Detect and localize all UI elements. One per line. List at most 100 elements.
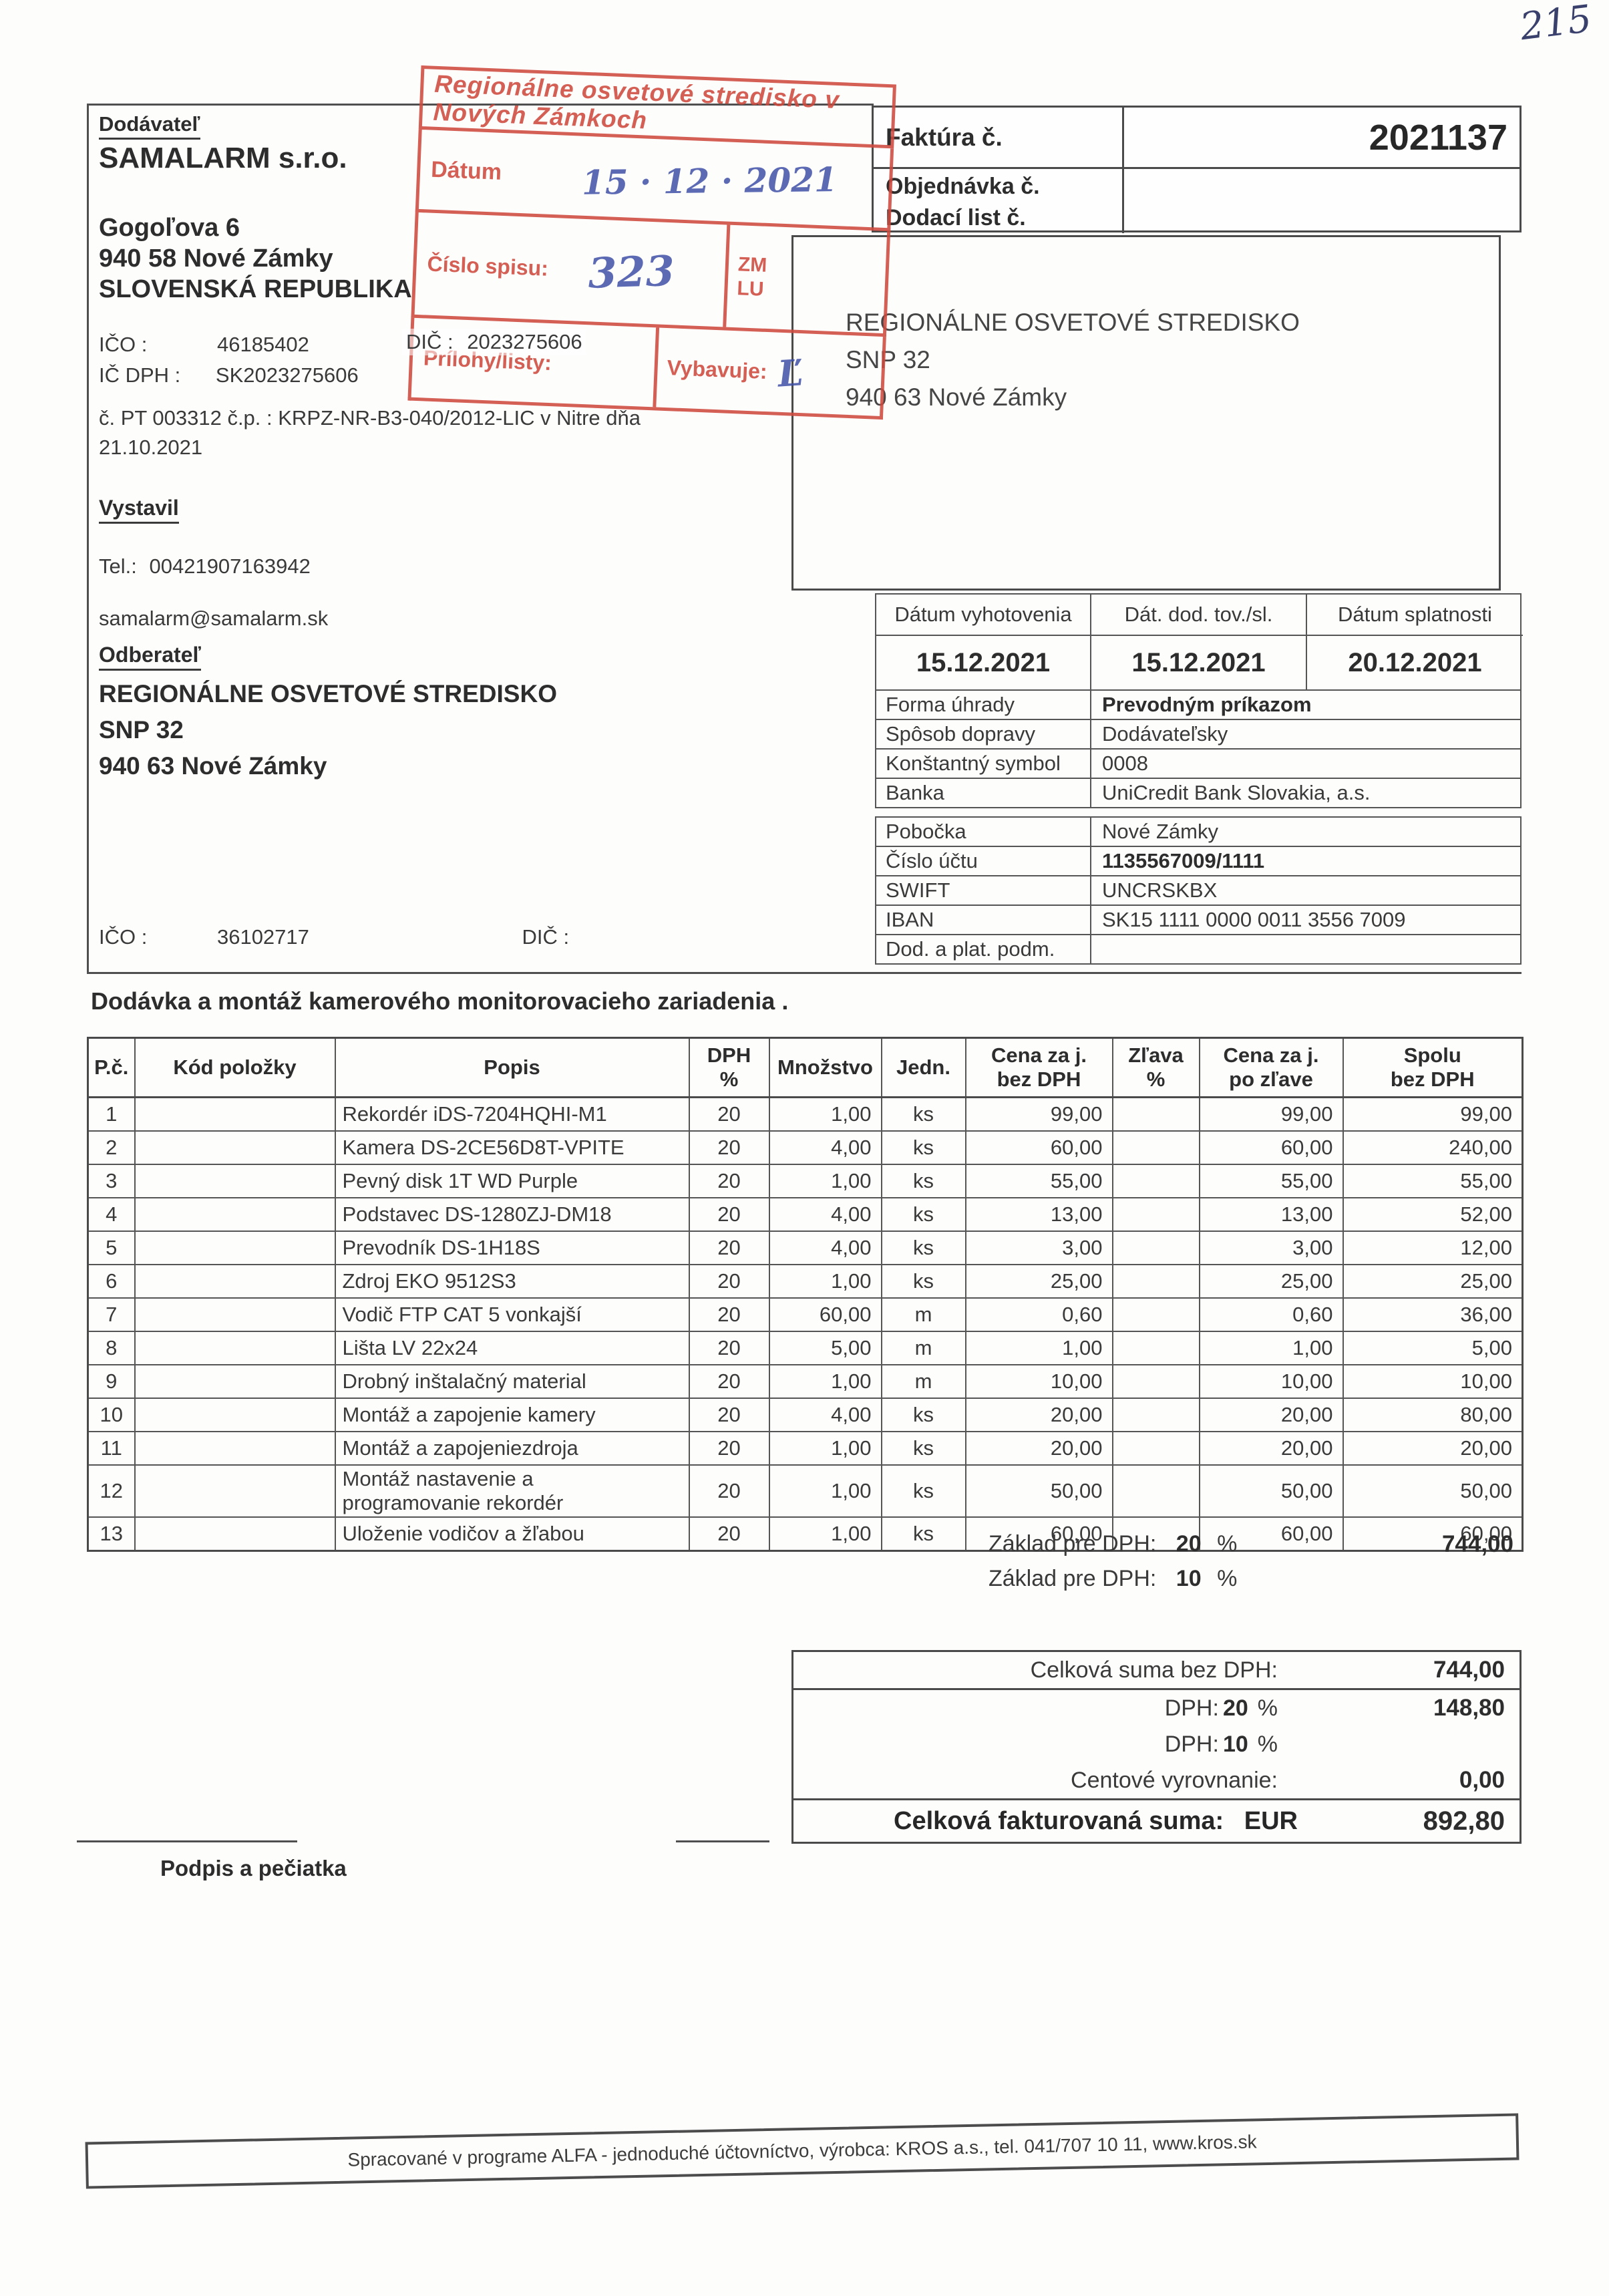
- item-unit-cell: m: [880, 1364, 966, 1399]
- item-number-cell: 1: [87, 1096, 136, 1132]
- item-vat-cell: 20: [688, 1231, 770, 1265]
- vat-20-rate: 20: [1222, 1695, 1248, 1721]
- item-unit-price-cell: 1,00: [964, 1331, 1113, 1365]
- item-unit-cell: ks: [880, 1096, 966, 1132]
- invoice-number-value: 2021137: [1124, 108, 1519, 169]
- item-number-cell: 5: [87, 1231, 136, 1265]
- item-description-cell: Podstavec DS-1280ZJ-DM18: [334, 1197, 690, 1232]
- recipient-street: SNP 32: [846, 346, 930, 373]
- payment-label: Banka: [876, 779, 1091, 807]
- stamp-code-line2: LU: [736, 277, 765, 301]
- item-discount-cell: [1111, 1231, 1200, 1265]
- item-unit-price-cell: 13,00: [964, 1197, 1113, 1232]
- item-vat-cell: 20: [688, 1264, 770, 1299]
- item-discount-cell: [1111, 1431, 1200, 1466]
- handwritten-page-number: 215: [1517, 0, 1594, 49]
- item-code-cell: [134, 1231, 336, 1265]
- item-code-cell: [134, 1264, 336, 1299]
- order-number-value: [1124, 169, 1519, 201]
- item-unit-price-cell: 20,00: [964, 1431, 1113, 1466]
- item-vat-cell: 20: [688, 1398, 770, 1432]
- item-vat-cell: 20: [688, 1364, 770, 1399]
- item-unit-price-cell: 25,00: [964, 1264, 1113, 1299]
- item-unit-price-cell: 99,00: [964, 1096, 1113, 1132]
- payment-row: Číslo účtu 1135567009/1111: [876, 847, 1520, 876]
- item-discount-cell: [1111, 1297, 1200, 1332]
- totals-box: Celková suma bez DPH: 744,00 DPH: 20% 148…: [791, 1650, 1522, 1844]
- item-code-cell: [134, 1096, 336, 1132]
- header-top-rule: [87, 104, 874, 106]
- customer-city: 940 63 Nové Zámky: [99, 752, 327, 780]
- item-total-cell: 36,00: [1342, 1297, 1524, 1332]
- item-unit-price-cell: 10,00: [964, 1364, 1113, 1399]
- item-total-cell: 20,00: [1342, 1431, 1524, 1466]
- column-header: Cena za j. bez DPH: [964, 1037, 1113, 1098]
- item-quantity-cell: 1,00: [768, 1164, 882, 1198]
- items-section-title: Dodávka a montáž kamerového monitorovaci…: [91, 987, 789, 1015]
- item-discount-cell: [1111, 1130, 1200, 1165]
- item-description-cell: Kamera DS-2CE56D8T-VPITE: [334, 1130, 690, 1165]
- item-discount-cell: [1111, 1364, 1200, 1399]
- item-quantity-cell: 4,00: [768, 1197, 882, 1232]
- item-discount-cell: [1111, 1516, 1200, 1552]
- item-number-cell: 6: [87, 1264, 136, 1299]
- item-unit-price-cell: 0,60: [964, 1297, 1113, 1332]
- item-total-cell: 50,00: [1342, 1464, 1524, 1518]
- item-unit-cell: ks: [880, 1164, 966, 1198]
- stamp-code-cell: ZM LU: [723, 224, 888, 333]
- supplier-city: 940 58 Nové Zámky: [99, 244, 333, 273]
- column-header: Zľava %: [1111, 1037, 1200, 1098]
- item-unit-cell: ks: [880, 1264, 966, 1299]
- customer-name: REGIONÁLNE OSVETOVÉ STREDISKO: [99, 680, 557, 707]
- item-price-after-discount-cell: 50,00: [1198, 1464, 1344, 1518]
- payment-value: Dodávateľsky: [1102, 722, 1228, 746]
- rounding-label: Centové vyrovnanie:: [1071, 1767, 1278, 1793]
- payment-row: Pobočka Nové Zámky: [876, 818, 1520, 847]
- items-table: P.č. Kód položky Popis DPH % Množstvo Jedn. Ce…: [87, 1037, 1524, 1552]
- item-total-cell: 12,00: [1342, 1231, 1524, 1265]
- payment-value: [1091, 935, 1520, 963]
- item-unit-cell: ks: [880, 1231, 966, 1265]
- item-unit-cell: ks: [880, 1464, 966, 1518]
- supplier-dic-value: 2023275606: [467, 330, 582, 353]
- stamp-date-handwritten: 15 · 12 · 2021: [581, 160, 838, 202]
- table-row: 11 Montáž a zapojeniezdroja 20 1,00 ks 2…: [87, 1431, 1524, 1466]
- item-number-cell: 2: [87, 1130, 136, 1165]
- supplier-country: SLOVENSKÁ REPUBLIKA: [99, 275, 412, 303]
- payment-row: Konštantný symbol 0008: [876, 750, 1520, 779]
- item-unit-cell: m: [880, 1331, 966, 1365]
- item-unit-cell: ks: [880, 1398, 966, 1432]
- stamp-file-handwritten: 323: [587, 246, 676, 298]
- payment-label: SWIFT: [876, 876, 1091, 905]
- vat-10-rate: 10: [1222, 1731, 1248, 1757]
- payment-value: UNCRSKBX: [1102, 878, 1218, 902]
- item-quantity-cell: 1,00: [768, 1264, 882, 1299]
- item-total-cell: 25,00: [1342, 1264, 1524, 1299]
- item-unit-price-cell: 55,00: [964, 1164, 1113, 1198]
- supplier-ico-row: IČO : 46185402: [99, 333, 309, 357]
- table-row: 12 Montáž nastavenie a programovanie rek…: [87, 1464, 1524, 1518]
- item-vat-cell: 20: [688, 1464, 770, 1518]
- item-vat-cell: 20: [688, 1297, 770, 1332]
- item-unit-cell: ks: [880, 1197, 966, 1232]
- phone-value: 00421907163942: [149, 554, 311, 578]
- customer-section-label: Odberateľ: [99, 643, 201, 671]
- item-number-cell: 11: [87, 1431, 136, 1466]
- date-due-header: Dátum splatnosti: [1307, 595, 1523, 636]
- item-code-cell: [134, 1130, 336, 1165]
- item-total-cell: 240,00: [1342, 1130, 1524, 1165]
- vat-base-10-pct: %: [1217, 1566, 1238, 1591]
- items-table-body: 1 Rekordér iDS-7204HQHI-M1 20 1,00 ks 99…: [87, 1096, 1524, 1552]
- item-description-cell: Montáž a zapojeniezdroja: [334, 1431, 690, 1466]
- rounding-value: 0,00: [1459, 1767, 1505, 1793]
- order-number-label: Objednávka č.: [874, 169, 1124, 201]
- stamp-handled-by-cell: Vybavuje: Ľ: [653, 327, 883, 416]
- items-header-row: P.č. Kód položky Popis DPH % Množstvo Jedn. Ce…: [87, 1037, 1524, 1098]
- item-discount-cell: [1111, 1264, 1200, 1299]
- item-number-cell: 7: [87, 1297, 136, 1332]
- item-code-cell: [134, 1331, 336, 1365]
- item-unit-cell: ks: [880, 1130, 966, 1165]
- payment-row: SWIFT UNCRSKBX: [876, 876, 1520, 906]
- column-header: Jedn.: [880, 1037, 966, 1098]
- payment-block-1: Forma úhrady Prevodným príkazom Spôsob d…: [875, 689, 1522, 808]
